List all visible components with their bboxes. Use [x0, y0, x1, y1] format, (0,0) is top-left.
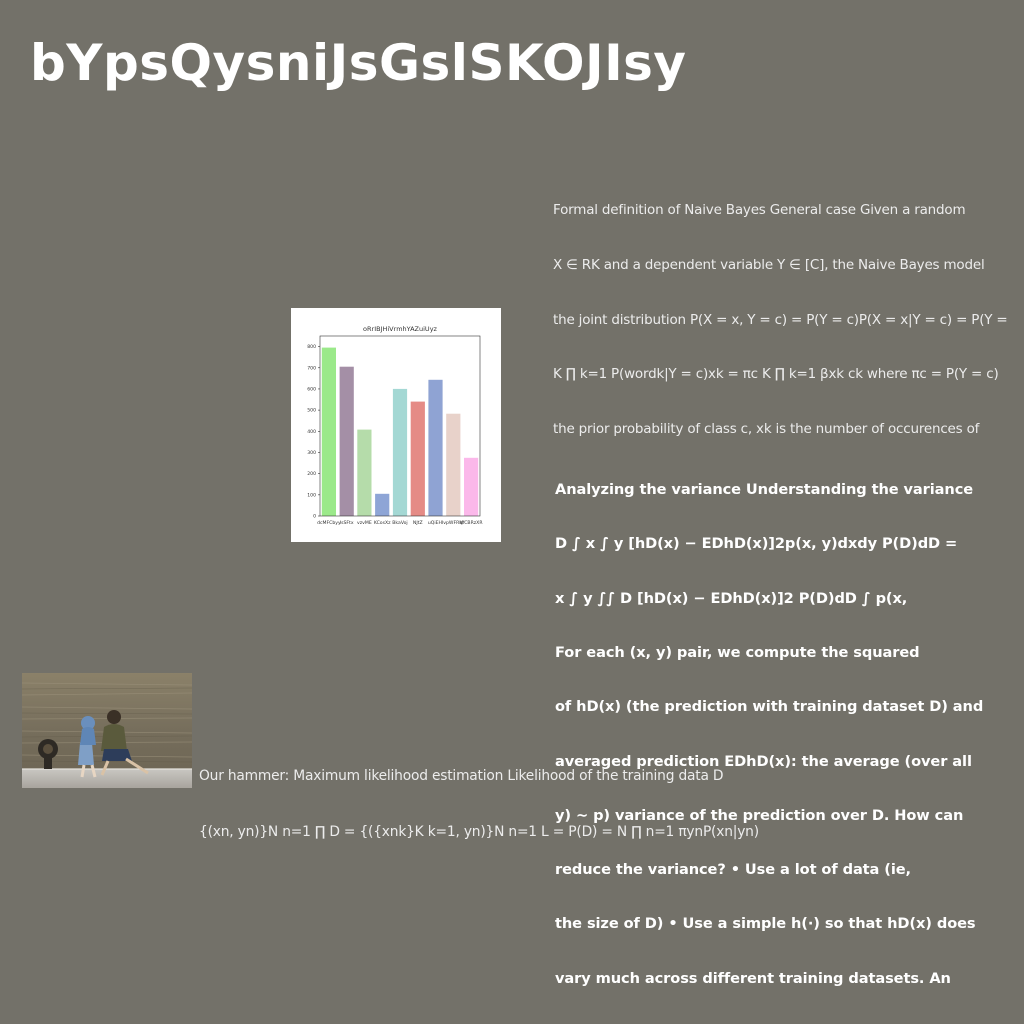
chart-bar: [446, 413, 461, 516]
x-tick-label: KCosXz: [374, 520, 391, 526]
text-line: Our hammer: Maximum likelihood estimatio…: [199, 768, 724, 784]
text-line: Formal definition of Naive Bayes General…: [553, 202, 966, 219]
x-tick-label: vpWFRM: [443, 520, 463, 526]
text-line: K ∏ k=1 P(wordk|Y = c)xk = πc K ∏ k=1 βx…: [553, 366, 999, 383]
y-tick-label: 100: [307, 492, 316, 498]
x-tick-label: BkaVoj: [392, 520, 407, 526]
text-line: X ∈ RK and a dependent variable Y ∈ [C],…: [553, 257, 985, 274]
y-tick-label: 300: [307, 450, 316, 456]
x-tick-label: lsSFtx: [340, 520, 354, 526]
photo-icon: [22, 673, 192, 788]
text-line: of hD(x) (the prediction with training d…: [555, 698, 984, 716]
chart-axes-frame: [319, 335, 481, 517]
text-line: averaged prediction EDhD(x): the average…: [555, 752, 972, 770]
x-tick-label: dcMFCbyy: [317, 520, 341, 526]
y-tick-label: 600: [307, 387, 316, 393]
x-tick-label: NJtZ: [413, 520, 423, 526]
naive-bayes-text: Formal definition of Naive Bayes General…: [553, 165, 1024, 474]
photo-two-people-sitting-by-water: [22, 673, 192, 788]
text-line: the joint distribution P(X = x, Y = c) =…: [553, 311, 1008, 328]
text-line: the prior probability of class c, xk is …: [553, 420, 980, 437]
text-line: Analyzing the variance Understanding the…: [555, 481, 974, 499]
bar-chart: oRrIBJHiVrmhYAZuiUyz dcMFCbyy lsSFtx vzvME K…: [307, 325, 484, 526]
text-line: vary much across different training data…: [555, 969, 951, 987]
slide-title: bYpsQysniJsGslSKOJIsy: [30, 34, 687, 92]
x-tick-label: uQiEHI: [428, 520, 444, 526]
chart-bar: [410, 401, 425, 516]
y-tick-label: 0: [313, 514, 316, 520]
chart-bar: [428, 379, 443, 516]
text-line: x ∫ y ∫∫ D [hD(x) − EDhD(x)]2 P(D)dD ∫ p…: [555, 589, 908, 607]
mle-text: Our hammer: Maximum likelihood estimatio…: [199, 730, 1024, 878]
y-tick-label: 700: [307, 365, 316, 371]
text-line: D ∫ x ∫ y [hD(x) − EDhD(x)]2p(x, y)dxdy …: [555, 535, 958, 553]
text-line: {(xn, yn)}N n=1 ∏ D = {({xnk}K k=1, yn)}…: [199, 823, 759, 840]
text-line: For each (x, y) pair, we compute the squ…: [555, 644, 920, 662]
chart-bar: [321, 347, 336, 516]
bar-chart-image: oRrIBJHiVrmhYAZuiUyz dcMFCbyy lsSFtx vzvME K…: [291, 308, 501, 542]
x-tick-label: vzvME: [357, 520, 372, 526]
chart-bar: [357, 429, 372, 516]
chart-bar: [339, 366, 354, 516]
y-tick-label: 800: [307, 344, 316, 350]
chart-bar: [375, 493, 390, 516]
chart-bar: [392, 388, 408, 516]
chart-bar: [464, 457, 479, 516]
x-tick-label: qfCBRzXR: [460, 520, 484, 526]
y-tick-label: 400: [307, 429, 316, 435]
chart-title: oRrIBJHiVrmhYAZuiUyz: [363, 325, 438, 333]
text-line: the size of D) • Use a simple h(·) so th…: [555, 915, 976, 933]
y-tick-label: 200: [307, 471, 316, 477]
y-tick-label: 500: [307, 408, 316, 414]
